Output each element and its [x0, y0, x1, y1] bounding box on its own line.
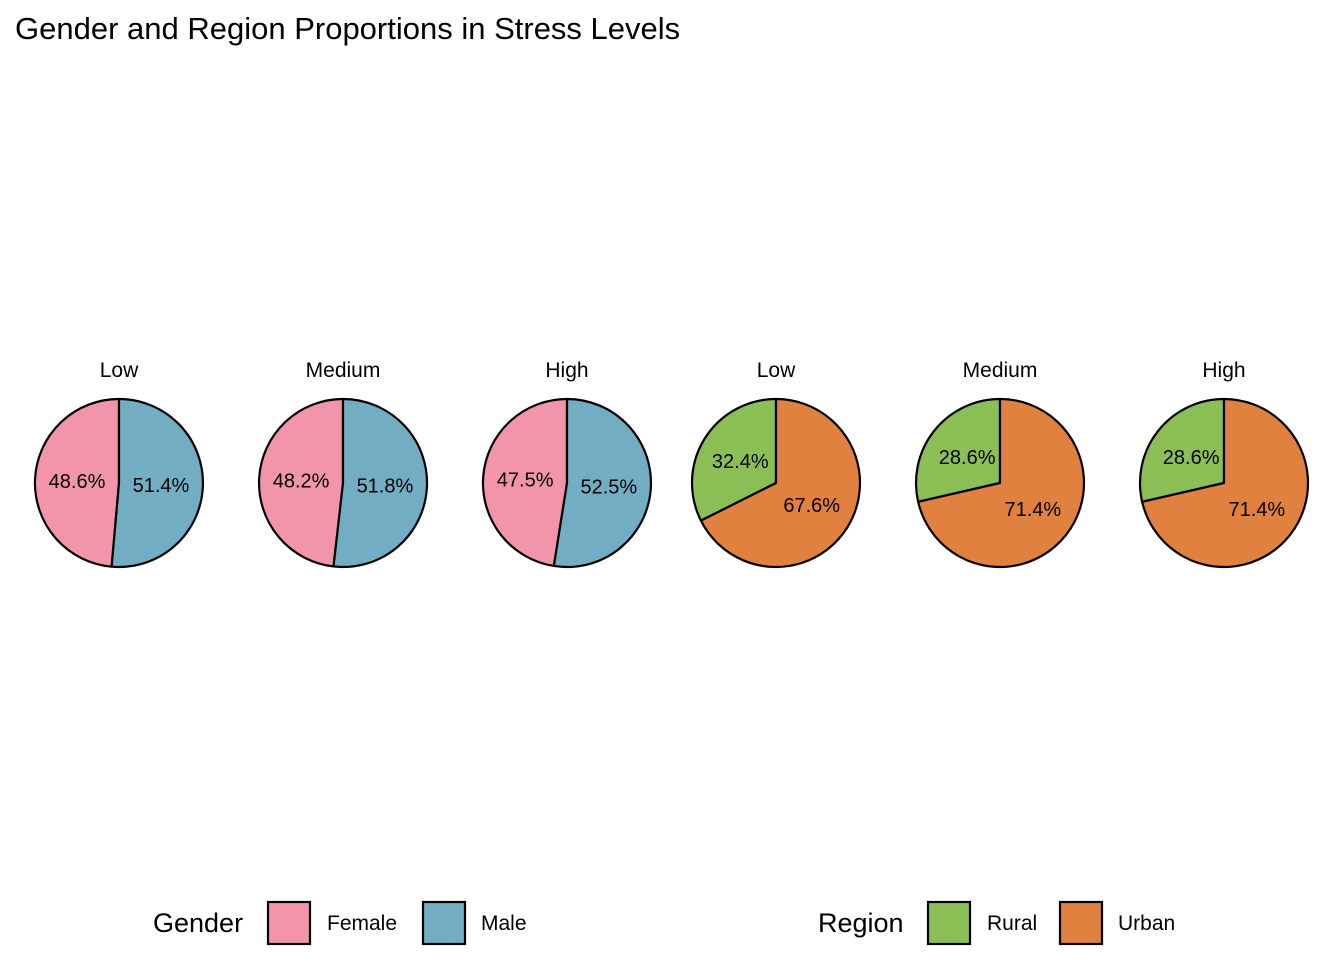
panel-label: Low: [100, 359, 139, 382]
chart-title: Gender and Region Proportions in Stress …: [15, 11, 680, 46]
slice-percent-label: 51.4%: [133, 475, 190, 497]
legend-label-male: Male: [481, 912, 527, 935]
slice-percent-label: 47.5%: [497, 470, 554, 492]
pie-slice-male: [552, 397, 653, 569]
pie-slice-female: [257, 397, 345, 568]
pie-slice-rural: [690, 397, 778, 522]
slice-percent-label: 52.5%: [581, 476, 638, 498]
slice-percent-label: 48.2%: [273, 471, 330, 493]
slice-percent-label: 71.4%: [1229, 499, 1286, 521]
legend-swatch-rural: [926, 900, 972, 946]
legend-swatch-female: [266, 900, 312, 946]
pie-slice-male: [332, 397, 429, 569]
legend-title: Gender: [153, 908, 243, 938]
legend-label-female: Female: [327, 912, 397, 935]
pie-slice-rural: [1138, 397, 1226, 503]
legends: Gender Female Male Region Rural Urban: [153, 900, 1175, 946]
panel-label: Medium: [963, 359, 1038, 382]
pie-panel-gender-medium: Medium 48.2% 51.8%: [257, 359, 429, 569]
pie-panel-region-high: High 28.6% 71.4%: [1138, 359, 1310, 569]
slice-percent-label: 32.4%: [712, 451, 769, 473]
pie-slice-female: [33, 397, 121, 568]
legend-label-rural: Rural: [987, 912, 1037, 935]
panel-label: Low: [757, 359, 796, 382]
panel-label: High: [545, 359, 588, 382]
pie-panel-region-medium: Medium 28.6% 71.4%: [914, 359, 1086, 569]
pie-slice-urban: [699, 397, 862, 569]
slice-percent-label: 71.4%: [1005, 499, 1062, 521]
pie-panels: Low 48.6% 51.4% Medium 48.2% 51.8% High 47.5% 52…: [33, 359, 1310, 569]
panel-label: Medium: [306, 359, 381, 382]
pie-panel-region-low: Low 32.4% 67.6%: [690, 359, 862, 569]
legend-swatch-male: [421, 900, 467, 946]
pie-panel-gender-low: Low 48.6% 51.4%: [33, 359, 204, 569]
pie-slice-urban: [917, 397, 1086, 569]
panel-label: High: [1202, 359, 1245, 382]
legend-title: Region: [818, 908, 904, 938]
pie-slice-female: [481, 397, 569, 568]
pie-slice-urban: [1141, 397, 1310, 569]
legend-region: Region Rural Urban: [818, 900, 1175, 946]
legend-gender: Gender Female Male: [153, 900, 527, 946]
slice-percent-label: 28.6%: [1163, 447, 1220, 469]
pie-panel-gender-high: High 47.5% 52.5%: [481, 359, 653, 569]
slice-percent-label: 67.6%: [783, 495, 840, 517]
slice-percent-label: 28.6%: [939, 447, 996, 469]
slice-percent-label: 51.8%: [357, 475, 414, 497]
pie-slice-rural: [914, 397, 1002, 503]
slice-percent-label: 48.6%: [49, 471, 106, 493]
legend-swatch-urban: [1058, 900, 1104, 946]
pie-slice-male: [110, 397, 204, 569]
legend-label-urban: Urban: [1118, 912, 1175, 935]
